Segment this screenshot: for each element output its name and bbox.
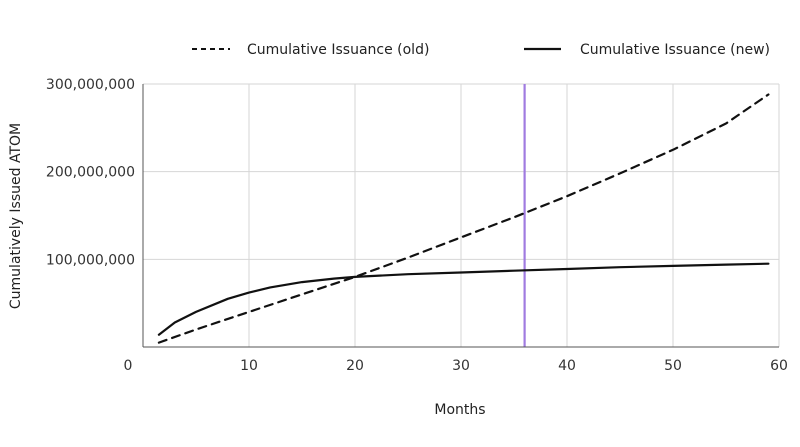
series-group [157, 93, 770, 344]
legend: Cumulative Issuance (old) Cumulative Iss… [192, 42, 770, 58]
grid [143, 83, 780, 347]
x-tick-label: 50 [664, 358, 682, 374]
y-tick-label: 300,000,000 [46, 77, 135, 93]
x-tick-label: 40 [558, 358, 576, 374]
x-tick-label: 60 [770, 358, 788, 374]
y-tick-label: 200,000,000 [46, 165, 135, 181]
x-tick-label: 0 [124, 358, 133, 374]
x-tick-label: 30 [452, 358, 470, 374]
y-axis-title: Cumulatively Issued ATOM [8, 123, 24, 309]
series-line-new [157, 262, 770, 336]
y-tick-label: 100,000,000 [46, 252, 135, 268]
x-axis-title: Months [434, 402, 485, 418]
x-tick-label: 20 [346, 358, 364, 374]
tick-labels: 0 10 20 30 40 50 60 100,000,000 200,000,000 300,0… [46, 77, 788, 374]
x-tick-label: 10 [240, 358, 258, 374]
series-line-old [157, 93, 770, 344]
legend-label-old: Cumulative Issuance (old) [247, 42, 429, 58]
legend-label-new: Cumulative Issuance (new) [580, 42, 770, 58]
axes [142, 84, 779, 348]
